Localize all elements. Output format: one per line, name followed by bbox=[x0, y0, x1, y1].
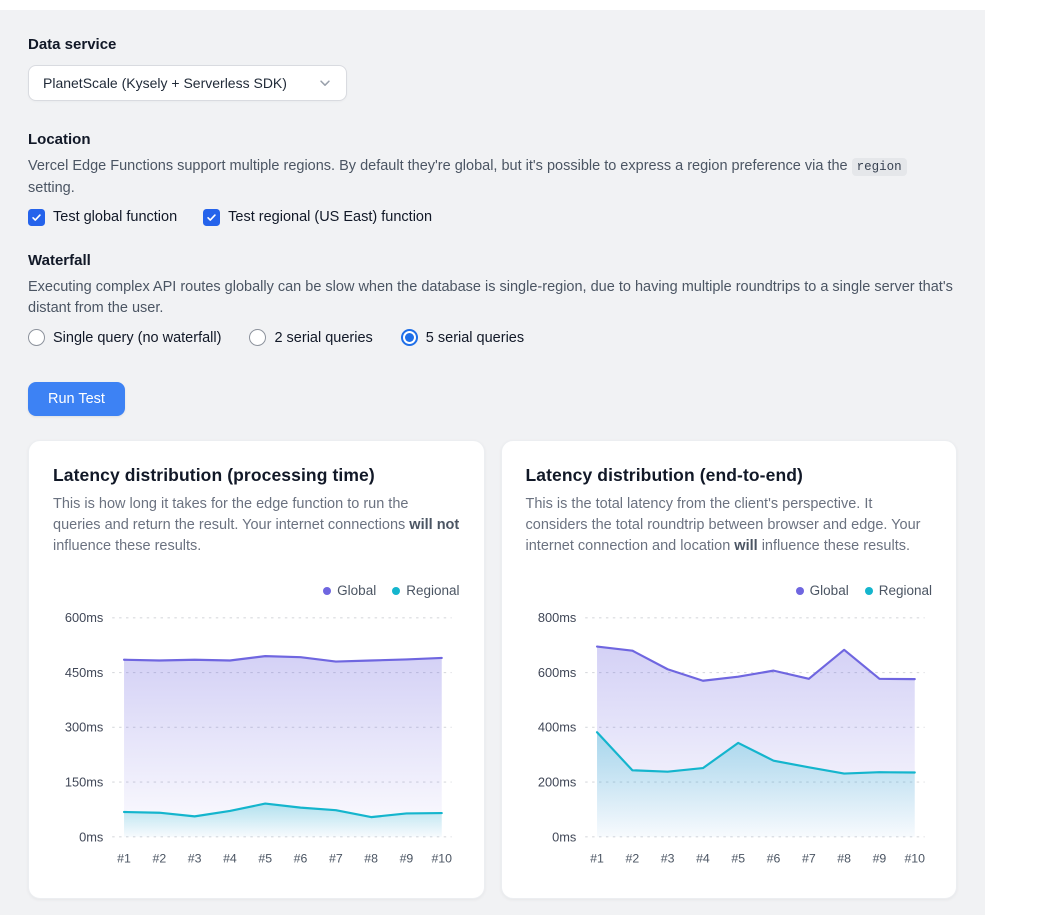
data-service-heading: Data service bbox=[28, 36, 117, 53]
card-description-bold: will bbox=[734, 538, 758, 555]
svg-text:#2: #2 bbox=[152, 852, 166, 866]
svg-text:800ms: 800ms bbox=[537, 610, 575, 625]
svg-text:#5: #5 bbox=[731, 852, 745, 866]
legend-dot-regional bbox=[864, 586, 873, 595]
svg-text:0ms: 0ms bbox=[552, 829, 576, 844]
chart-legend: Global Regional bbox=[53, 583, 460, 598]
legend-item-global: Global bbox=[795, 583, 849, 599]
svg-text:#3: #3 bbox=[660, 852, 674, 866]
location-description: Vercel Edge Functions support multiple r… bbox=[28, 156, 957, 200]
svg-text:600ms: 600ms bbox=[537, 665, 575, 680]
latency-processing-time-chart: 0ms 150ms 300ms 450ms 600ms #1 #2 #3 #4 #5 #6 #7 #8 #… bbox=[65, 610, 452, 866]
chart-legend: Global Regional bbox=[526, 583, 932, 599]
card-description-text: This is how long it takes for the edge f… bbox=[53, 496, 410, 534]
radio-unselected-icon[interactable] bbox=[249, 329, 267, 346]
svg-text:#10: #10 bbox=[431, 852, 452, 866]
svg-text:450ms: 450ms bbox=[65, 665, 103, 680]
chevron-down-icon bbox=[318, 76, 332, 90]
radio-selected-icon[interactable] bbox=[400, 329, 418, 346]
svg-text:#7: #7 bbox=[801, 852, 815, 866]
waterfall-radio-row: Single query (no waterfall) 2 serial que… bbox=[28, 329, 957, 346]
svg-text:#2: #2 bbox=[625, 852, 639, 866]
svg-text:600ms: 600ms bbox=[65, 610, 103, 625]
radio-label: 2 serial queries bbox=[274, 329, 373, 346]
svg-text:#5: #5 bbox=[258, 852, 272, 866]
svg-text:#6: #6 bbox=[766, 852, 780, 866]
radio-label: 5 serial queries bbox=[425, 329, 525, 346]
radio-single-query[interactable]: Single query (no waterfall) bbox=[28, 329, 221, 346]
legend-item-global: Global bbox=[323, 583, 376, 598]
location-description-text: Vercel Edge Functions support multiple r… bbox=[28, 158, 852, 174]
card-title: Latency distribution (processing time) bbox=[53, 465, 375, 485]
location-heading: Location bbox=[28, 131, 91, 148]
svg-text:#4: #4 bbox=[696, 852, 710, 866]
radio-5-serial-queries[interactable]: 5 serial queries bbox=[400, 329, 525, 346]
radio-2-serial-queries[interactable]: 2 serial queries bbox=[249, 329, 373, 346]
svg-text:#1: #1 bbox=[590, 852, 604, 866]
svg-text:#6: #6 bbox=[294, 852, 308, 866]
legend-item-regional: Regional bbox=[392, 583, 460, 599]
svg-text:300ms: 300ms bbox=[65, 720, 103, 735]
radio-label: Single query (no waterfall) bbox=[53, 329, 222, 346]
location-description-suffix: setting. bbox=[28, 179, 75, 196]
card-description: This is the total latency from the clien… bbox=[526, 494, 933, 557]
legend-dot-global bbox=[795, 586, 804, 595]
card-description: This is how long it takes for the edge f… bbox=[53, 494, 460, 557]
legend-item-regional: Regional bbox=[864, 583, 932, 599]
legend-label: Global bbox=[809, 583, 849, 599]
legend-dot-global bbox=[323, 586, 332, 595]
card-latency-end-to-end: Latency distribution (end-to-end) This i… bbox=[500, 440, 957, 900]
waterfall-description: Executing complex API routes globally ca… bbox=[28, 278, 953, 317]
legend-label: Global bbox=[337, 583, 377, 599]
legend-label: Regional bbox=[406, 583, 460, 599]
card-description-suffix: influence these results. bbox=[757, 538, 911, 555]
card-description-text: This is the total latency from the clien… bbox=[525, 496, 921, 555]
legend-dot-regional bbox=[392, 586, 401, 595]
card-title: Latency distribution (end-to-end) bbox=[525, 465, 803, 485]
svg-text:#8: #8 bbox=[837, 852, 851, 866]
waterfall-heading: Waterfall bbox=[28, 251, 91, 269]
region-code-chip: region bbox=[851, 158, 907, 176]
svg-text:150ms: 150ms bbox=[65, 775, 103, 790]
svg-text:#9: #9 bbox=[872, 852, 886, 866]
run-test-button[interactable]: Run Test bbox=[28, 382, 125, 416]
chart-cards: Latency distribution (processing time) T… bbox=[28, 440, 957, 900]
checkbox-label: Test regional (US East) function bbox=[228, 209, 433, 225]
checkbox-test-regional-function[interactable]: Test regional (US East) function bbox=[203, 208, 433, 226]
checkbox-test-global-function[interactable]: Test global function bbox=[28, 208, 178, 226]
checkbox-checked-icon[interactable] bbox=[203, 208, 221, 226]
svg-text:#3: #3 bbox=[188, 852, 202, 866]
radio-unselected-icon[interactable] bbox=[28, 329, 45, 346]
svg-text:200ms: 200ms bbox=[537, 775, 575, 790]
svg-text:#4: #4 bbox=[223, 852, 237, 866]
svg-text:400ms: 400ms bbox=[537, 720, 575, 735]
svg-text:0ms: 0ms bbox=[79, 829, 103, 844]
data-service-selected-value: PlanetScale (Kysely + Serverless SDK) bbox=[43, 75, 287, 91]
svg-text:#9: #9 bbox=[400, 852, 414, 866]
svg-text:#7: #7 bbox=[329, 852, 343, 866]
card-latency-processing-time: Latency distribution (processing time) T… bbox=[28, 440, 485, 900]
checkbox-label: Test global function bbox=[53, 209, 178, 225]
svg-text:#8: #8 bbox=[364, 852, 378, 866]
card-description-suffix: influence these results. bbox=[53, 538, 202, 555]
svg-text:#10: #10 bbox=[904, 852, 925, 866]
location-checkbox-row: Test global function Test regional (US E… bbox=[28, 208, 957, 226]
legend-label: Regional bbox=[878, 583, 932, 599]
data-service-select[interactable]: PlanetScale (Kysely + Serverless SDK) bbox=[28, 65, 347, 101]
app-container: Data service PlanetScale (Kysely + Serve… bbox=[0, 10, 985, 915]
checkbox-checked-icon[interactable] bbox=[28, 208, 45, 226]
svg-text:#1: #1 bbox=[117, 852, 131, 866]
latency-end-to-end-chart: 0ms 200ms 400ms 600ms 800ms #1 #2 #3 #4 #5 #6 #7 #8 #… bbox=[537, 610, 925, 866]
card-description-bold: will not bbox=[409, 517, 460, 534]
